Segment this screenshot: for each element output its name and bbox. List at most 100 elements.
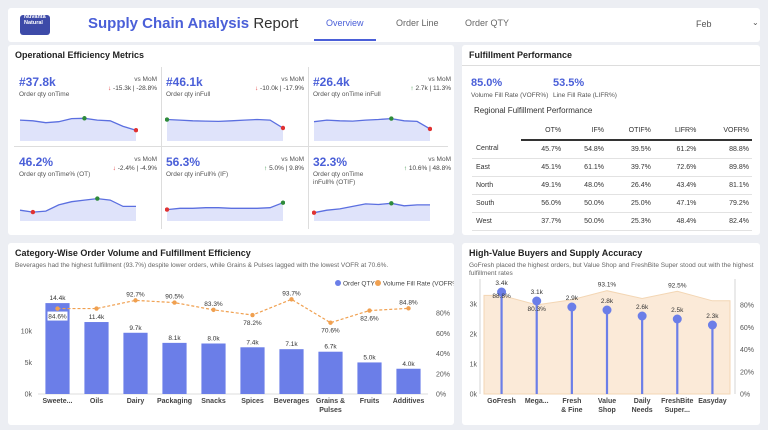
y-axis-tick-label: 10k — [21, 328, 33, 335]
table-cell: 72.6% — [653, 158, 700, 177]
tab-order-qty[interactable]: Order QTY — [465, 18, 510, 28]
kpi-change: ↑ 10.6% | 48.8% — [404, 165, 451, 172]
vofr-value-label: 88.8% — [492, 293, 511, 300]
kpi-sparkline — [165, 117, 285, 141]
kpi-tile: #26.4k Order qty onTime inFull vs MoM ↑ 2.7… — [308, 67, 455, 153]
kpi-tile: 56.3% Order qty inFull% (IF) vs MoM ↑ 5.0% … — [161, 147, 308, 233]
table-cell: 39.5% — [607, 140, 654, 159]
lollipop-head[interactable] — [532, 296, 542, 306]
kpi-vs-label: vs MoM — [428, 76, 451, 83]
y2-axis-tick-label: 80% — [740, 303, 754, 310]
y-axis-tick-label: 5k — [25, 360, 33, 367]
regional-table-header: OT% IF% OTIF% LIFR% VOFR% — [472, 122, 752, 141]
kpi-label: Order qty inFull — [166, 91, 211, 98]
buyers-title: High-Value Buyers and Supply Accuracy — [469, 248, 643, 258]
sparkline-line — [166, 118, 284, 129]
kpi-change: ↑ 2.7k | 11.3% — [410, 85, 451, 92]
lollipop-head[interactable] — [567, 302, 577, 312]
kpi-sparkline — [165, 200, 285, 221]
table-header-cell[interactable]: IF% — [564, 122, 608, 141]
vofr-point[interactable] — [211, 307, 216, 313]
kpi-change-value: -10.0k | -17.9% — [260, 85, 304, 92]
kpi-change: ↓ -10.0k | -17.9% — [255, 85, 304, 92]
kpi-tile: #37.8k Order qty onTime vs MoM ↓ -15.3k | -… — [14, 67, 161, 153]
table-row: West 37.7% 50.0% 25.3% 48.4% 82.4% — [472, 212, 752, 231]
lollipop-head[interactable] — [637, 311, 647, 321]
vofr-line — [57, 298, 409, 324]
sparkline-max-point — [95, 196, 100, 201]
efficiency-title: Operational Efficiency Metrics — [15, 50, 145, 60]
lollipop-head[interactable] — [602, 305, 612, 315]
bar[interactable] — [162, 342, 187, 394]
table-header-cell[interactable]: OTIF% — [607, 122, 654, 141]
x-axis-tick-label: Packaging — [157, 398, 192, 405]
kpi-change-value: 5.0% | 9.8% — [269, 165, 304, 172]
kpi-change: ↓ -2.4% | -4.9% — [113, 165, 157, 172]
vofr-point[interactable] — [94, 306, 99, 311]
vofr-point[interactable] — [406, 306, 411, 311]
table-cell: 82.4% — [699, 212, 752, 231]
kpi-vs-label: vs MoM — [281, 76, 304, 83]
table-row: South 56.0% 50.0% 25.0% 47.1% 79.2% — [472, 194, 752, 213]
region-name: Central — [472, 140, 522, 159]
tab-overview[interactable]: Overview — [326, 18, 364, 28]
bar[interactable] — [279, 349, 304, 394]
legend-marker-vofr — [375, 280, 381, 286]
bar[interactable] — [396, 368, 421, 394]
vofr-point[interactable] — [55, 306, 60, 311]
table-header-cell[interactable]: VOFR% — [699, 122, 752, 141]
bar-value-label: 8.0k — [207, 336, 220, 343]
sparkline-max-point — [389, 116, 394, 121]
lollipop-head[interactable] — [672, 314, 682, 324]
bar-value-label: 4.0k — [402, 361, 415, 368]
bar[interactable] — [240, 347, 265, 394]
arrow-up-icon: ↑ — [403, 165, 408, 172]
table-row: East 45.1% 61.1% 39.7% 72.6% 89.8% — [472, 158, 752, 177]
lollipop-head[interactable] — [707, 320, 717, 330]
y2-axis-tick-label: 0% — [436, 392, 446, 399]
x-axis-tick-label: Fresh — [562, 398, 581, 405]
sparkline-line — [166, 202, 284, 211]
vofr-point[interactable] — [172, 300, 177, 305]
sparkline-min-point — [427, 126, 432, 132]
vofr-point[interactable] — [133, 298, 138, 303]
vofr-point[interactable] — [328, 320, 333, 325]
table-header-cell[interactable]: OT% — [521, 122, 565, 141]
bar[interactable] — [84, 322, 109, 394]
sparkline-line — [313, 202, 430, 214]
chevron-down-icon[interactable]: ⌄ — [752, 18, 759, 27]
lollipop-head[interactable] — [497, 287, 507, 297]
vofr-point[interactable] — [367, 308, 372, 313]
tab-order-line[interactable]: Order Line — [396, 18, 439, 28]
table-cell: 45.1% — [521, 158, 565, 177]
table-header-cell[interactable]: LIFR% — [653, 122, 700, 141]
brand-logo — [20, 15, 50, 35]
x-axis-tick-label: Mega... — [525, 398, 549, 405]
sparkline-min-point — [30, 209, 36, 215]
bar[interactable] — [318, 351, 343, 394]
bar[interactable] — [201, 343, 226, 395]
kpi-change-value: -15.3k | -28.8% — [113, 85, 157, 92]
kpi-vs-label: vs MoM — [134, 156, 157, 163]
x-axis-tick-label: & Fine — [561, 407, 582, 414]
month-dropdown-value[interactable]: Feb — [696, 19, 712, 29]
table-row: North 49.1% 48.0% 26.4% 43.4% 81.1% — [472, 176, 752, 195]
lollipop-value-label: 2.6k — [636, 304, 649, 311]
lollipop-value-label: 2.8k — [601, 298, 614, 305]
y2-axis-tick-label: 80% — [436, 311, 450, 318]
table-header-cell[interactable] — [472, 122, 521, 140]
vofr-point[interactable] — [289, 297, 294, 302]
sparkline-min-point — [312, 210, 317, 215]
bar[interactable] — [123, 332, 148, 394]
vofr-point[interactable] — [250, 312, 255, 318]
kpi-sparkline — [19, 196, 136, 221]
sparkline-line — [313, 117, 431, 130]
vofr-value-label: 84.8% — [399, 299, 418, 306]
lollipop-value-label: 3.4k — [495, 280, 508, 287]
page-title-main: Supply Chain Analysis — [88, 15, 250, 32]
bar-value-label: 7.1k — [285, 341, 298, 348]
kpi-sparkline — [312, 201, 430, 221]
bar[interactable] — [357, 362, 382, 394]
vofr-value-label: 92.7% — [126, 291, 145, 298]
sparkline-min-point — [280, 125, 285, 131]
